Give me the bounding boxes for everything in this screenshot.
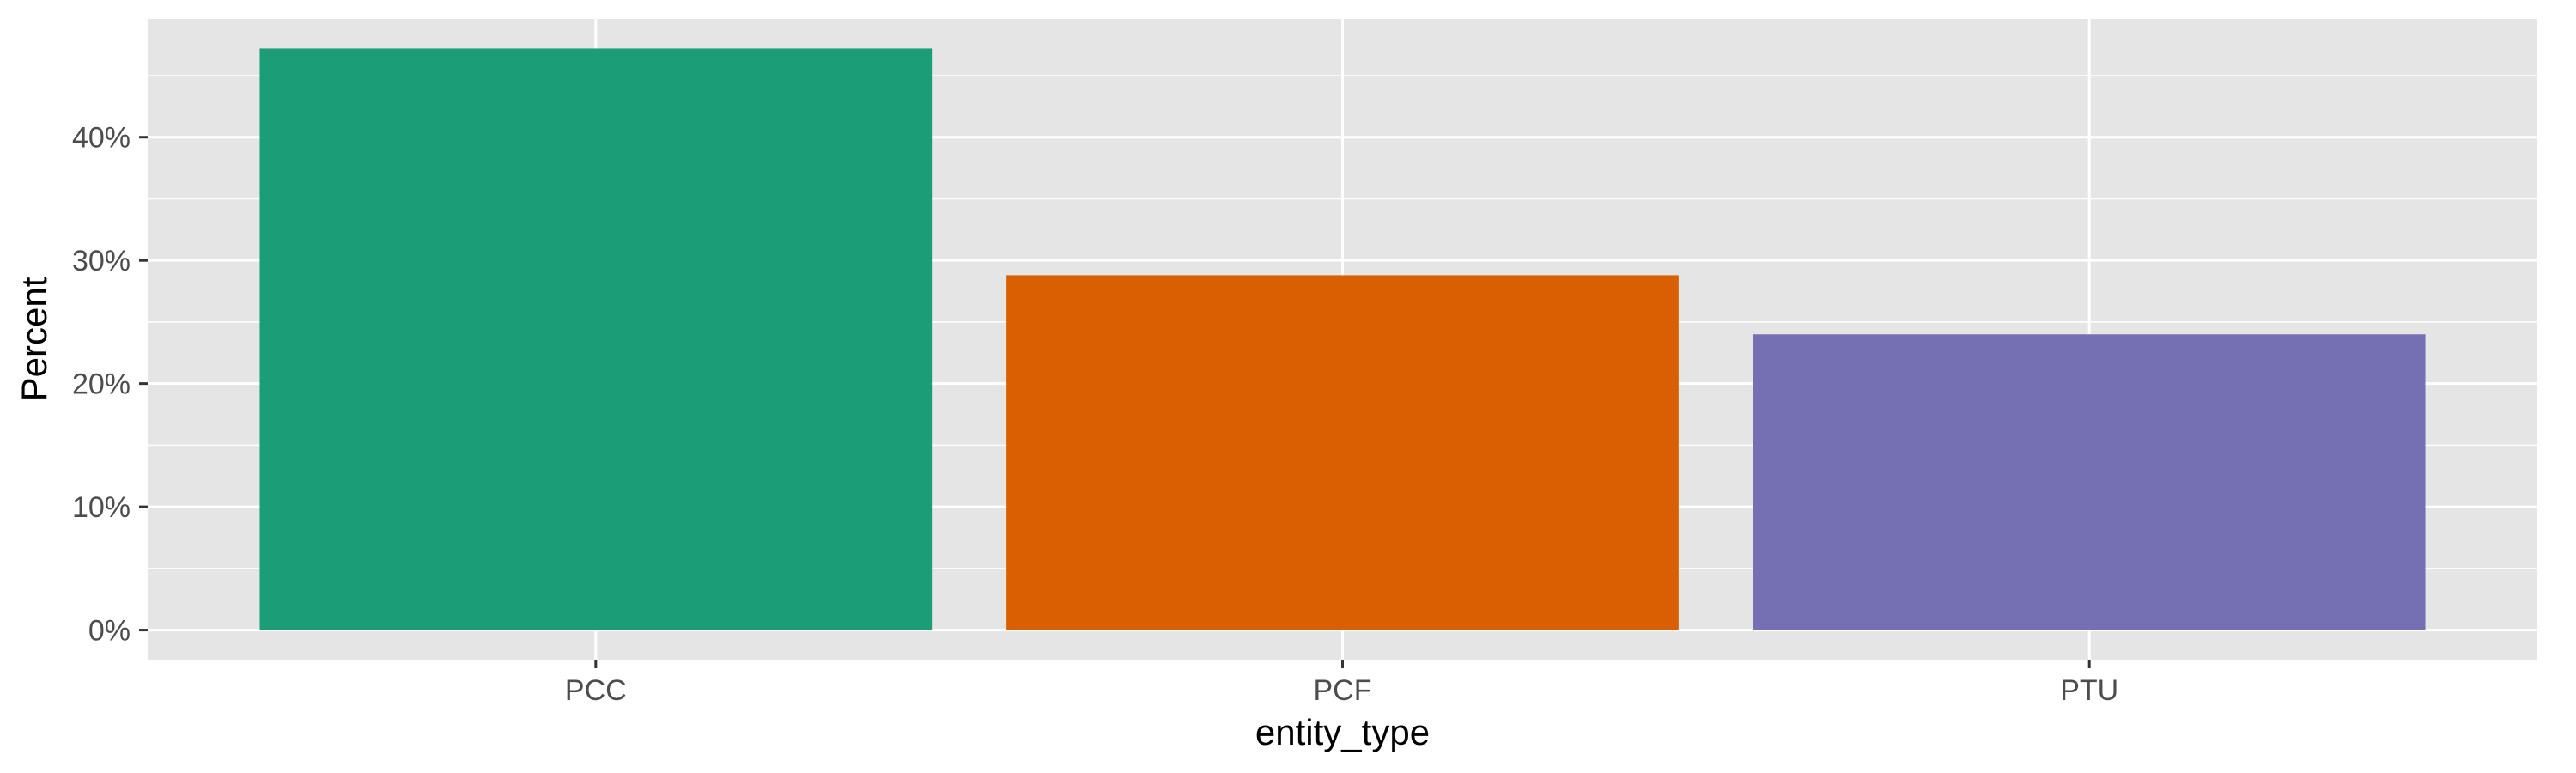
- bar-ptu: [1753, 334, 2426, 630]
- bar-pcf: [1006, 275, 1679, 630]
- y-axis-title: Percent: [14, 277, 54, 401]
- y-tick-label: 30%: [72, 245, 131, 277]
- x-axis-title: entity_type: [1255, 712, 1430, 752]
- bar-pcc: [259, 48, 933, 630]
- y-tick-label: 20%: [72, 368, 131, 401]
- y-tick-label: 40%: [72, 122, 131, 155]
- y-axis: 0% 10% 20% 30% 40%: [72, 122, 148, 648]
- y-tick-label: 0%: [88, 615, 131, 648]
- y-tick-label: 10%: [72, 491, 131, 524]
- x-tick-label: PTU: [2060, 674, 2118, 707]
- bars: [259, 48, 2426, 630]
- x-tick-label: PCF: [1314, 674, 1372, 707]
- x-tick-label: PCC: [565, 674, 627, 707]
- x-axis: PCC PCF PTU: [565, 660, 2118, 707]
